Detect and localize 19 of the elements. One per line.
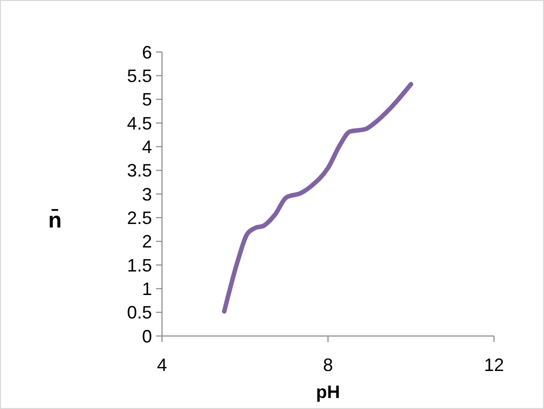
x-tick-label: 4 [156,355,168,375]
y-tick-label: 0 [142,326,152,346]
y-tick-label: 4 [142,136,152,157]
x-tick-label: 12 [484,355,504,375]
y-tick-label: 3 [142,184,152,204]
y-tick-label: 4.5 [126,113,152,134]
y-tick-label: 3.5 [126,160,152,181]
y-tick-label: 1 [142,278,152,299]
y-tick-label: 0.5 [126,302,152,323]
line-series [222,82,414,314]
y-tick-label: 1.5 [126,255,152,276]
y-tick-label: 5.5 [126,66,152,86]
y-tick-label: 2 [142,232,152,252]
x-axis-title: pH [316,382,340,402]
y-tick-label: 5 [142,90,152,110]
x-tick-label: 8 [322,355,334,375]
y-tick-label: 2.5 [126,208,152,228]
y-tick-label: 6 [142,42,152,62]
y-axis-title: n̄ [48,208,62,233]
